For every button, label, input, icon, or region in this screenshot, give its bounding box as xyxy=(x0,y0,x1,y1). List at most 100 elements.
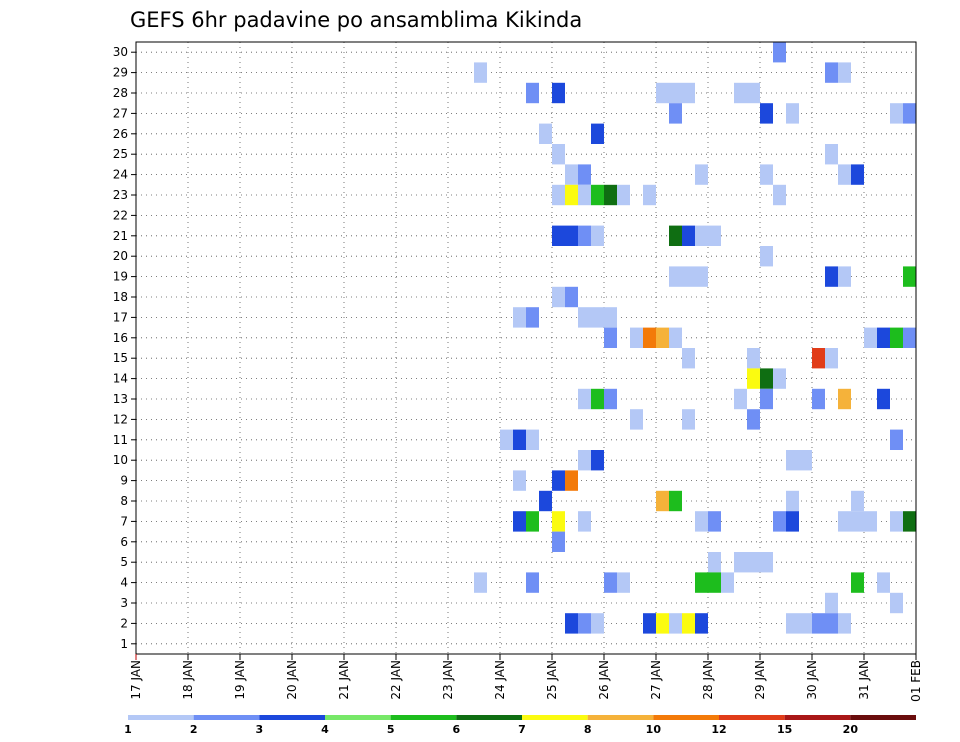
ensemble-cell xyxy=(695,225,708,246)
ensemble-cell xyxy=(825,62,838,83)
y-tick-label: 27 xyxy=(113,106,128,120)
grid xyxy=(135,42,917,654)
legend-swatch xyxy=(456,715,522,720)
y-tick-label: 12 xyxy=(113,412,128,426)
y-axis: 1234567891011121314151617181920212223242… xyxy=(113,45,136,651)
x-tick-label: 26 JAN xyxy=(597,660,611,700)
ensemble-cell xyxy=(786,511,799,532)
ensemble-cell xyxy=(695,613,708,634)
ensemble-cell xyxy=(890,327,903,348)
x-tick-label: 17 JAN xyxy=(129,660,143,700)
ensemble-cell xyxy=(864,327,877,348)
ensemble-cell xyxy=(604,327,617,348)
ensemble-cell xyxy=(773,511,786,532)
ensemble-cell xyxy=(747,368,760,389)
ensemble-cell xyxy=(695,266,708,287)
ensemble-cell xyxy=(760,164,773,185)
ensemble-cell xyxy=(604,184,617,206)
ensemble-cell xyxy=(825,266,838,287)
legend-label: 12 xyxy=(711,723,726,736)
ensemble-cell xyxy=(643,184,656,206)
ensemble-cell xyxy=(799,450,812,471)
ensemble-cell xyxy=(877,388,890,410)
ensemble-cell xyxy=(890,429,903,450)
ensemble-cell xyxy=(786,103,799,124)
legend-label: 20 xyxy=(843,723,859,736)
ensemble-cell xyxy=(578,184,591,206)
ensemble-cell xyxy=(760,552,773,573)
legend-label: 7 xyxy=(518,723,526,736)
ensemble-cell xyxy=(643,327,656,348)
ensemble-cell xyxy=(773,184,786,206)
y-tick-label: 21 xyxy=(113,229,128,243)
ensemble-cell xyxy=(747,552,760,573)
ensemble-cell xyxy=(513,470,526,491)
ensemble-cell xyxy=(747,82,760,104)
ensemble-cell xyxy=(760,368,773,389)
ensemble-cell xyxy=(513,307,526,328)
y-tick-label: 2 xyxy=(120,616,128,630)
ensemble-cell xyxy=(578,388,591,410)
ensemble-cell xyxy=(682,225,695,246)
y-tick-label: 30 xyxy=(113,45,128,59)
ensemble-cell xyxy=(526,307,539,328)
legend-swatch xyxy=(653,715,719,720)
legend-label: 1 xyxy=(124,723,132,736)
y-tick-label: 17 xyxy=(113,310,128,324)
ensemble-cell xyxy=(903,103,916,124)
ensemble-cell xyxy=(734,388,747,410)
x-tick-label: 19 JAN xyxy=(233,660,247,700)
ensemble-cell xyxy=(825,348,838,369)
ensemble-cell xyxy=(565,225,578,246)
y-tick-label: 3 xyxy=(120,596,128,610)
ensemble-cell xyxy=(773,42,786,63)
legend-label: 15 xyxy=(777,723,792,736)
ensemble-cell xyxy=(838,164,851,185)
ensemble-cell xyxy=(890,511,903,532)
ensemble-cell xyxy=(669,490,682,512)
legend-label: 5 xyxy=(387,723,395,736)
y-tick-label: 9 xyxy=(120,474,128,488)
x-tick-label: 22 JAN xyxy=(389,660,403,700)
ensemble-cell xyxy=(617,184,630,206)
ensemble-cell xyxy=(721,572,734,593)
ensemble-cell xyxy=(565,184,578,206)
ensemble-cell xyxy=(604,388,617,410)
x-tick-label: 01 FEB xyxy=(909,660,923,702)
legend-label: 8 xyxy=(584,723,592,736)
y-tick-label: 10 xyxy=(113,453,128,467)
y-tick-label: 26 xyxy=(113,127,128,141)
ensemble-cell xyxy=(513,511,526,532)
y-tick-label: 29 xyxy=(113,66,128,80)
ensemble-cell xyxy=(565,286,578,308)
ensemble-cells xyxy=(474,42,916,634)
ensemble-cell xyxy=(565,164,578,185)
ensemble-cell xyxy=(669,266,682,287)
ensemble-cell xyxy=(539,490,552,512)
y-tick-label: 25 xyxy=(113,147,128,161)
y-tick-label: 18 xyxy=(113,290,128,304)
ensemble-cell xyxy=(604,572,617,593)
ensemble-cell xyxy=(669,82,682,104)
ensemble-cell xyxy=(604,307,617,328)
ensemble-cell xyxy=(708,511,721,532)
ensemble-cell xyxy=(786,450,799,471)
x-tick-label: 28 JAN xyxy=(701,660,715,700)
ensemble-cell xyxy=(552,286,565,308)
y-tick-label: 13 xyxy=(113,392,128,406)
ensemble-cell xyxy=(890,103,903,124)
ensemble-cell xyxy=(578,164,591,185)
ensemble-cell xyxy=(864,511,877,532)
ensemble-cell xyxy=(760,388,773,410)
ensemble-cell xyxy=(708,552,721,573)
ensemble-cell xyxy=(552,511,565,532)
ensemble-cell xyxy=(734,552,747,573)
ensemble-cell xyxy=(578,613,591,634)
y-tick-label: 15 xyxy=(113,351,128,365)
ensemble-cell xyxy=(578,450,591,471)
ensemble-cell xyxy=(578,511,591,532)
y-tick-label: 19 xyxy=(113,270,128,284)
y-tick-label: 11 xyxy=(113,433,128,447)
ensemble-cell xyxy=(526,429,539,450)
legend-swatch xyxy=(259,715,325,720)
